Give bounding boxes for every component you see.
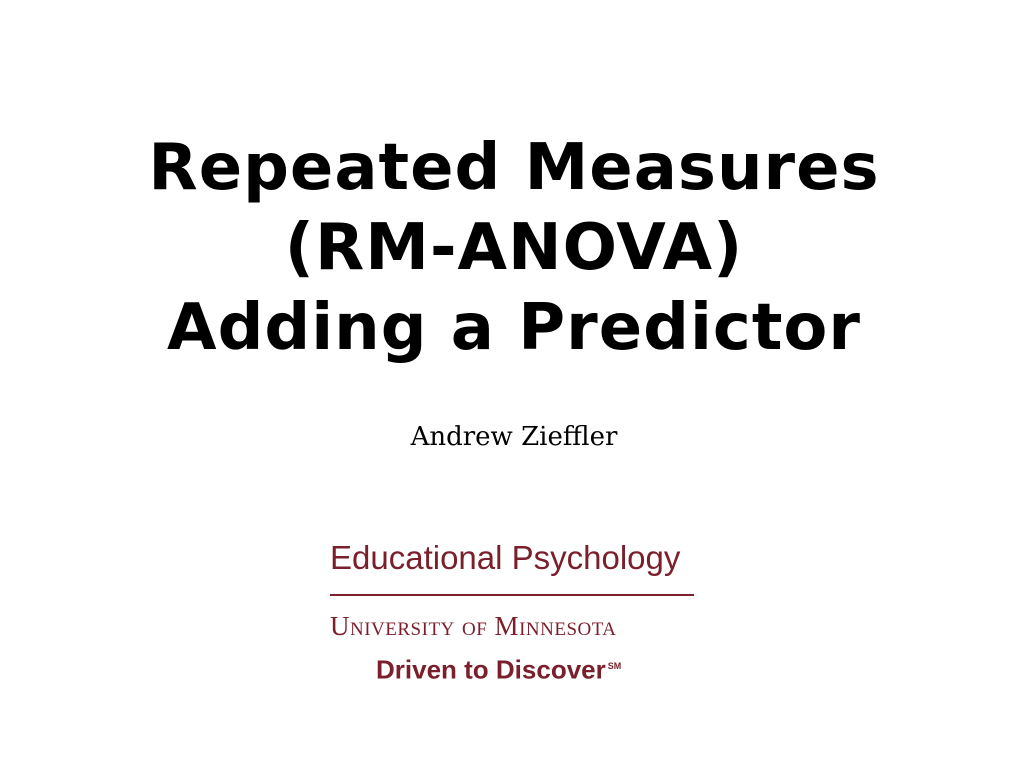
title-line-1: Repeated Measures xyxy=(148,131,880,205)
tagline: Driven to Discover SM xyxy=(376,650,621,686)
slide-title: Repeated Measures (RM-ANOVA) Adding a Pr… xyxy=(0,128,1028,368)
university-name: University of Minnesota xyxy=(330,611,617,641)
author-name: Andrew Zieffler xyxy=(410,422,618,452)
department-name: Educational Psychology xyxy=(330,539,681,576)
logo-divider xyxy=(330,594,694,596)
tagline-text: Driven to Discover xyxy=(376,654,606,685)
university-logo: Educational Psychology University of Min… xyxy=(330,538,698,688)
title-line-3: Adding a Predictor xyxy=(167,291,861,365)
title-line-2: (RM-ANOVA) xyxy=(284,211,744,285)
service-mark: SM xyxy=(607,661,622,671)
